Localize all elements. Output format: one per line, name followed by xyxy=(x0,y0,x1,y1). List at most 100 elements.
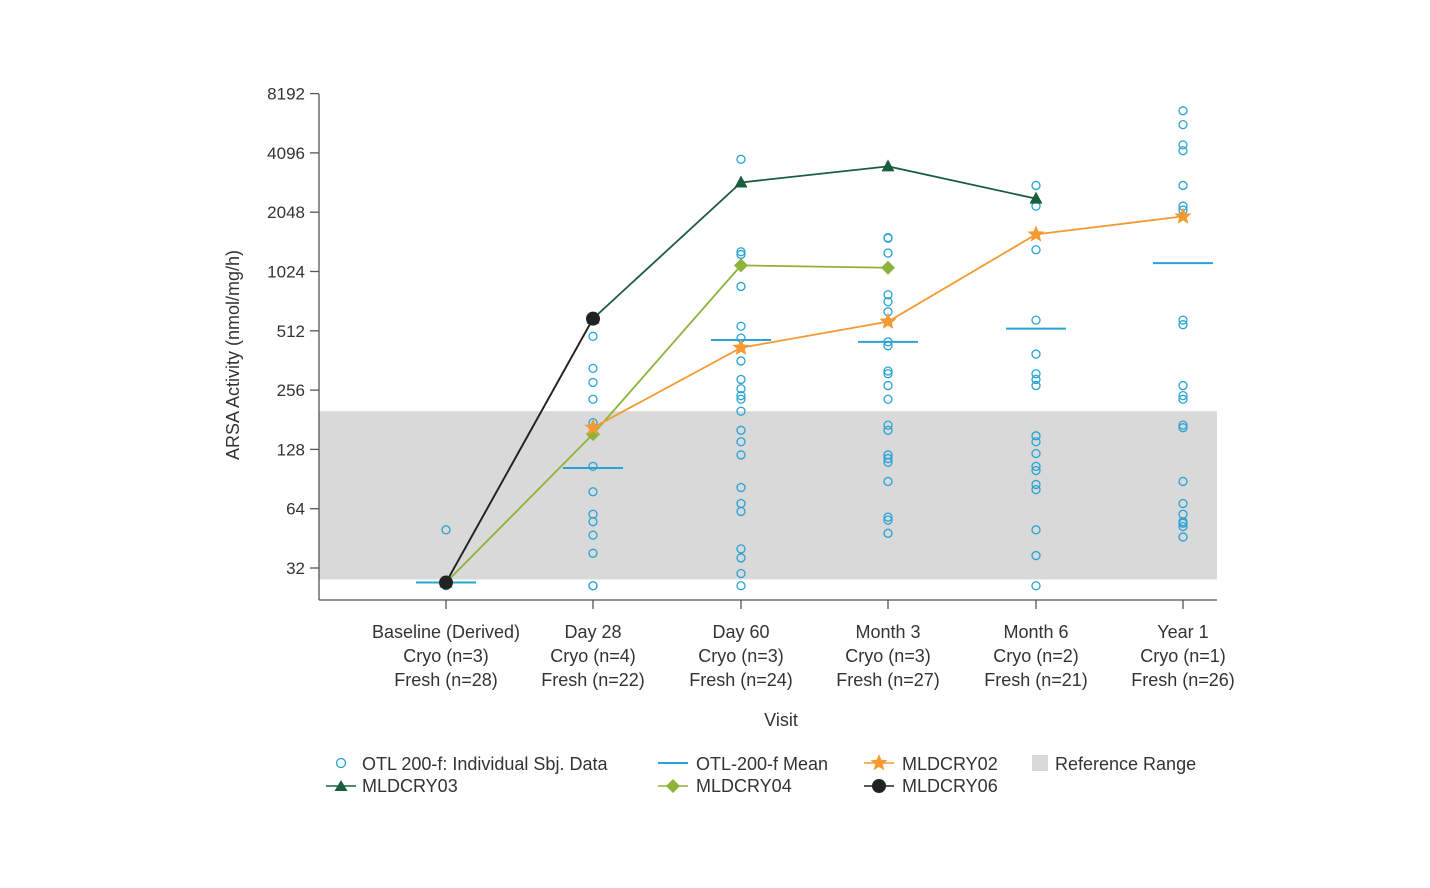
x-tick-label: Day 60 xyxy=(712,622,769,642)
individual-point xyxy=(1178,518,1188,528)
series-point-mldcry03 xyxy=(734,175,748,188)
individual-point xyxy=(588,363,598,374)
individual-point xyxy=(736,506,746,517)
series-point-mldcry03 xyxy=(881,159,895,172)
legend-item-mean[interactable]: OTL-200-f Mean xyxy=(658,754,828,774)
individual-point xyxy=(883,425,893,435)
individual-point xyxy=(736,281,746,292)
individual-point xyxy=(1178,180,1188,191)
legend-mldcry02-marker xyxy=(870,754,888,771)
legend-mldcry04-label: MLDCRY04 xyxy=(696,776,792,796)
individual-point xyxy=(588,487,598,497)
individual-point xyxy=(883,366,893,376)
individual-point xyxy=(588,548,598,558)
individual-point xyxy=(883,512,893,522)
individual-point xyxy=(736,581,746,591)
individual-point xyxy=(1178,521,1188,532)
individual-point xyxy=(736,437,746,447)
reference-range-band xyxy=(319,411,1217,580)
individual-point xyxy=(883,296,893,307)
individual-point xyxy=(1031,349,1041,359)
legend-mean-label: OTL-200-f Mean xyxy=(696,754,828,774)
x-tick-label: Fresh (n=21) xyxy=(984,670,1088,690)
individual-point xyxy=(736,321,746,331)
x-tick-label: Month 6 xyxy=(1003,622,1068,642)
individual-point xyxy=(883,453,893,464)
individual-point xyxy=(1031,465,1041,476)
individual-point xyxy=(1178,420,1188,430)
x-tick-label: Cryo (n=2) xyxy=(993,646,1079,666)
series-point-mldcry04 xyxy=(734,258,748,273)
individual-point xyxy=(883,248,893,258)
series-line-mldcry06 xyxy=(445,318,594,583)
individual-point xyxy=(1031,180,1041,191)
y-tick-label: 32 xyxy=(286,559,305,578)
series-point-mldcry02 xyxy=(1174,207,1192,224)
x-tick-label: Month 3 xyxy=(855,622,920,642)
x-tick-label: Cryo (n=3) xyxy=(845,646,931,666)
individual-point xyxy=(1031,550,1041,561)
individual-point xyxy=(736,356,746,366)
individual-point xyxy=(736,374,746,385)
individual-point xyxy=(883,420,893,430)
individual-point xyxy=(736,390,746,401)
individual-point xyxy=(736,406,746,416)
individual-point xyxy=(736,568,746,579)
series-point-mldcry02 xyxy=(584,418,602,435)
legend-item-individual[interactable]: OTL 200-f: Individual Sbj. Data xyxy=(335,754,609,774)
individual-point xyxy=(1031,448,1041,459)
legend-item-mldcry06[interactable]: MLDCRY06 xyxy=(864,776,998,796)
x-tick-label: Fresh (n=27) xyxy=(836,670,940,690)
individual-point xyxy=(736,425,746,435)
x-tick-label: Fresh (n=22) xyxy=(541,670,645,690)
individual-point xyxy=(1031,431,1041,441)
legend-item-mldcry04[interactable]: MLDCRY04 xyxy=(658,776,792,796)
individual-point xyxy=(1031,461,1041,471)
x-tick-label: Cryo (n=4) xyxy=(550,646,636,666)
individual-point xyxy=(588,331,598,341)
individual-point xyxy=(736,450,746,460)
individual-point xyxy=(736,154,746,164)
individual-point xyxy=(1178,532,1188,542)
individual-point xyxy=(1031,374,1041,385)
y-tick-label: 128 xyxy=(277,440,305,459)
individual-point xyxy=(1178,106,1188,116)
individual-point xyxy=(1178,315,1188,325)
series-point-mldcry02 xyxy=(879,312,897,329)
individual-point xyxy=(1031,315,1041,325)
y-tick-label: 256 xyxy=(277,381,305,400)
x-tick-label: Fresh (n=26) xyxy=(1131,670,1235,690)
individual-point xyxy=(1031,369,1041,379)
legend-mldcry02-label: MLDCRY02 xyxy=(902,754,998,774)
series-point-mldcry02 xyxy=(732,338,750,355)
individual-point xyxy=(1178,119,1188,130)
individual-point xyxy=(1031,380,1041,391)
individual-point xyxy=(736,394,746,404)
individual-point xyxy=(588,461,598,471)
legend-item-reference[interactable]: Reference Range xyxy=(1032,754,1196,774)
individual-point xyxy=(736,482,746,493)
legend-mldcry04-marker xyxy=(666,779,680,793)
individual-point xyxy=(883,369,893,379)
legend-reference-swatch xyxy=(1032,755,1048,771)
individual-point xyxy=(736,544,746,554)
x-tick-label: Fresh (n=28) xyxy=(394,670,498,690)
legend-item-mldcry03[interactable]: MLDCRY03 xyxy=(326,776,458,796)
series-point-mldcry02 xyxy=(1027,225,1045,242)
series-point-mldcry04 xyxy=(881,260,895,275)
individual-point xyxy=(1178,394,1188,404)
individual-point xyxy=(588,530,598,540)
y-tick-label: 2048 xyxy=(267,203,305,222)
individual-point xyxy=(1031,581,1041,591)
individual-point xyxy=(588,377,598,388)
individual-point xyxy=(883,457,893,468)
legend-mldcry06-marker xyxy=(872,779,886,793)
series-line-mldcry04 xyxy=(445,264,889,584)
individual-point xyxy=(883,233,893,243)
y-tick-label: 512 xyxy=(277,322,305,341)
individual-point xyxy=(883,380,893,391)
individual-point xyxy=(883,515,893,525)
x-tick-label: Cryo (n=3) xyxy=(403,646,489,666)
legend-item-mldcry02[interactable]: MLDCRY02 xyxy=(864,754,998,774)
legend-mldcry03-marker xyxy=(334,780,348,791)
